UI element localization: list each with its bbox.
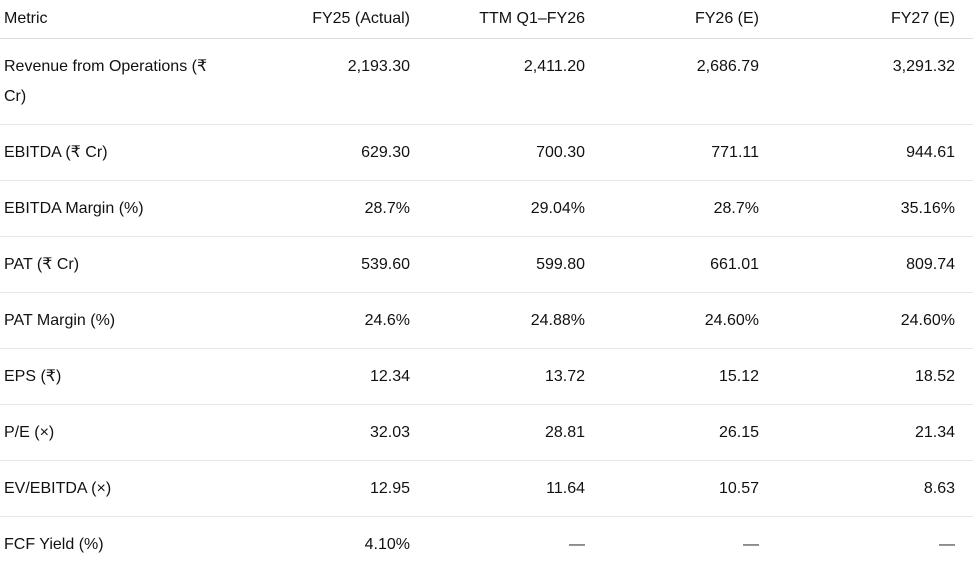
table-row: EBITDA (₹ Cr) 629.30 700.30 771.11 944.6… <box>0 125 973 181</box>
value-ttm: 28.81 <box>544 424 585 441</box>
header-ttm: TTM Q1–FY26 <box>479 10 585 27</box>
table-row: EBITDA Margin (%) 28.7% 29.04% 28.7% 35.… <box>0 181 973 237</box>
table-row: P/E (×) 32.03 28.81 26.15 21.34 <box>0 405 973 461</box>
value-fy26: 10.57 <box>718 480 759 497</box>
value-fy26: 26.15 <box>718 424 759 441</box>
value-fy26: 28.7% <box>713 200 759 217</box>
table-row: PAT Margin (%) 24.6% 24.88% 24.60% 24.60… <box>0 293 973 349</box>
value-fy25: 24.6% <box>364 312 410 329</box>
value-ttm: 2,411.20 <box>523 58 585 75</box>
metric-label: EBITDA (₹ Cr) <box>4 144 108 161</box>
value-fy26: 24.60% <box>704 312 759 329</box>
value-fy25: 4.10% <box>364 536 410 553</box>
table-row: FCF Yield (%) 4.10% — — — <box>0 517 973 569</box>
value-fy27: 24.60% <box>900 312 955 329</box>
header-fy27: FY27 (E) <box>890 10 955 27</box>
metric-label: EBITDA Margin (%) <box>4 200 144 217</box>
value-fy27: 8.63 <box>923 480 955 497</box>
value-fy26: 771.11 <box>711 144 759 161</box>
header-fy26: FY26 (E) <box>694 10 759 27</box>
metric-label: EPS (₹) <box>4 368 62 385</box>
metric-label: Revenue from Operations (₹ Cr) <box>4 58 208 105</box>
header-metric: Metric <box>4 10 48 27</box>
value-fy25: 32.03 <box>369 424 410 441</box>
table-row: EPS (₹) 12.34 13.72 15.12 18.52 <box>0 349 973 405</box>
table-row: Revenue from Operations (₹ Cr) 2,193.30 … <box>0 39 973 125</box>
header-fy25: FY25 (Actual) <box>312 10 410 27</box>
value-fy27: 18.52 <box>914 368 955 385</box>
value-fy25: 12.95 <box>369 480 410 497</box>
value-fy26: — <box>743 536 759 553</box>
value-fy27: 21.34 <box>914 424 955 441</box>
metric-label: P/E (×) <box>4 424 55 441</box>
value-ttm: 29.04% <box>530 200 585 217</box>
value-ttm: 700.30 <box>536 144 585 161</box>
metric-label: FCF Yield (%) <box>4 536 104 553</box>
value-fy27: 944.61 <box>906 144 955 161</box>
value-fy27: 809.74 <box>906 256 955 273</box>
value-fy25: 12.34 <box>369 368 410 385</box>
value-ttm: — <box>569 536 585 553</box>
value-fy26: 15.12 <box>718 368 759 385</box>
table-header-row: Metric FY25 (Actual) TTM Q1–FY26 FY26 (E… <box>0 0 973 39</box>
value-fy26: 2,686.79 <box>696 58 759 75</box>
metric-label: EV/EBITDA (×) <box>4 480 112 497</box>
value-fy25: 629.30 <box>361 144 410 161</box>
value-ttm: 13.72 <box>544 368 585 385</box>
value-fy27: — <box>939 536 955 553</box>
value-fy25: 539.60 <box>361 256 410 273</box>
value-fy27: 3,291.32 <box>892 58 955 75</box>
value-fy26: 661.01 <box>710 256 759 273</box>
metric-label: PAT (₹ Cr) <box>4 256 80 273</box>
value-fy25: 28.7% <box>364 200 410 217</box>
value-ttm: 599.80 <box>536 256 585 273</box>
value-fy25: 2,193.30 <box>347 58 410 75</box>
value-fy27: 35.16% <box>900 200 955 217</box>
table-row: EV/EBITDA (×) 12.95 11.64 10.57 8.63 <box>0 461 973 517</box>
metric-label: PAT Margin (%) <box>4 312 116 329</box>
table-row: PAT (₹ Cr) 539.60 599.80 661.01 809.74 <box>0 237 973 293</box>
value-ttm: 24.88% <box>530 312 585 329</box>
value-ttm: 11.64 <box>546 480 585 497</box>
